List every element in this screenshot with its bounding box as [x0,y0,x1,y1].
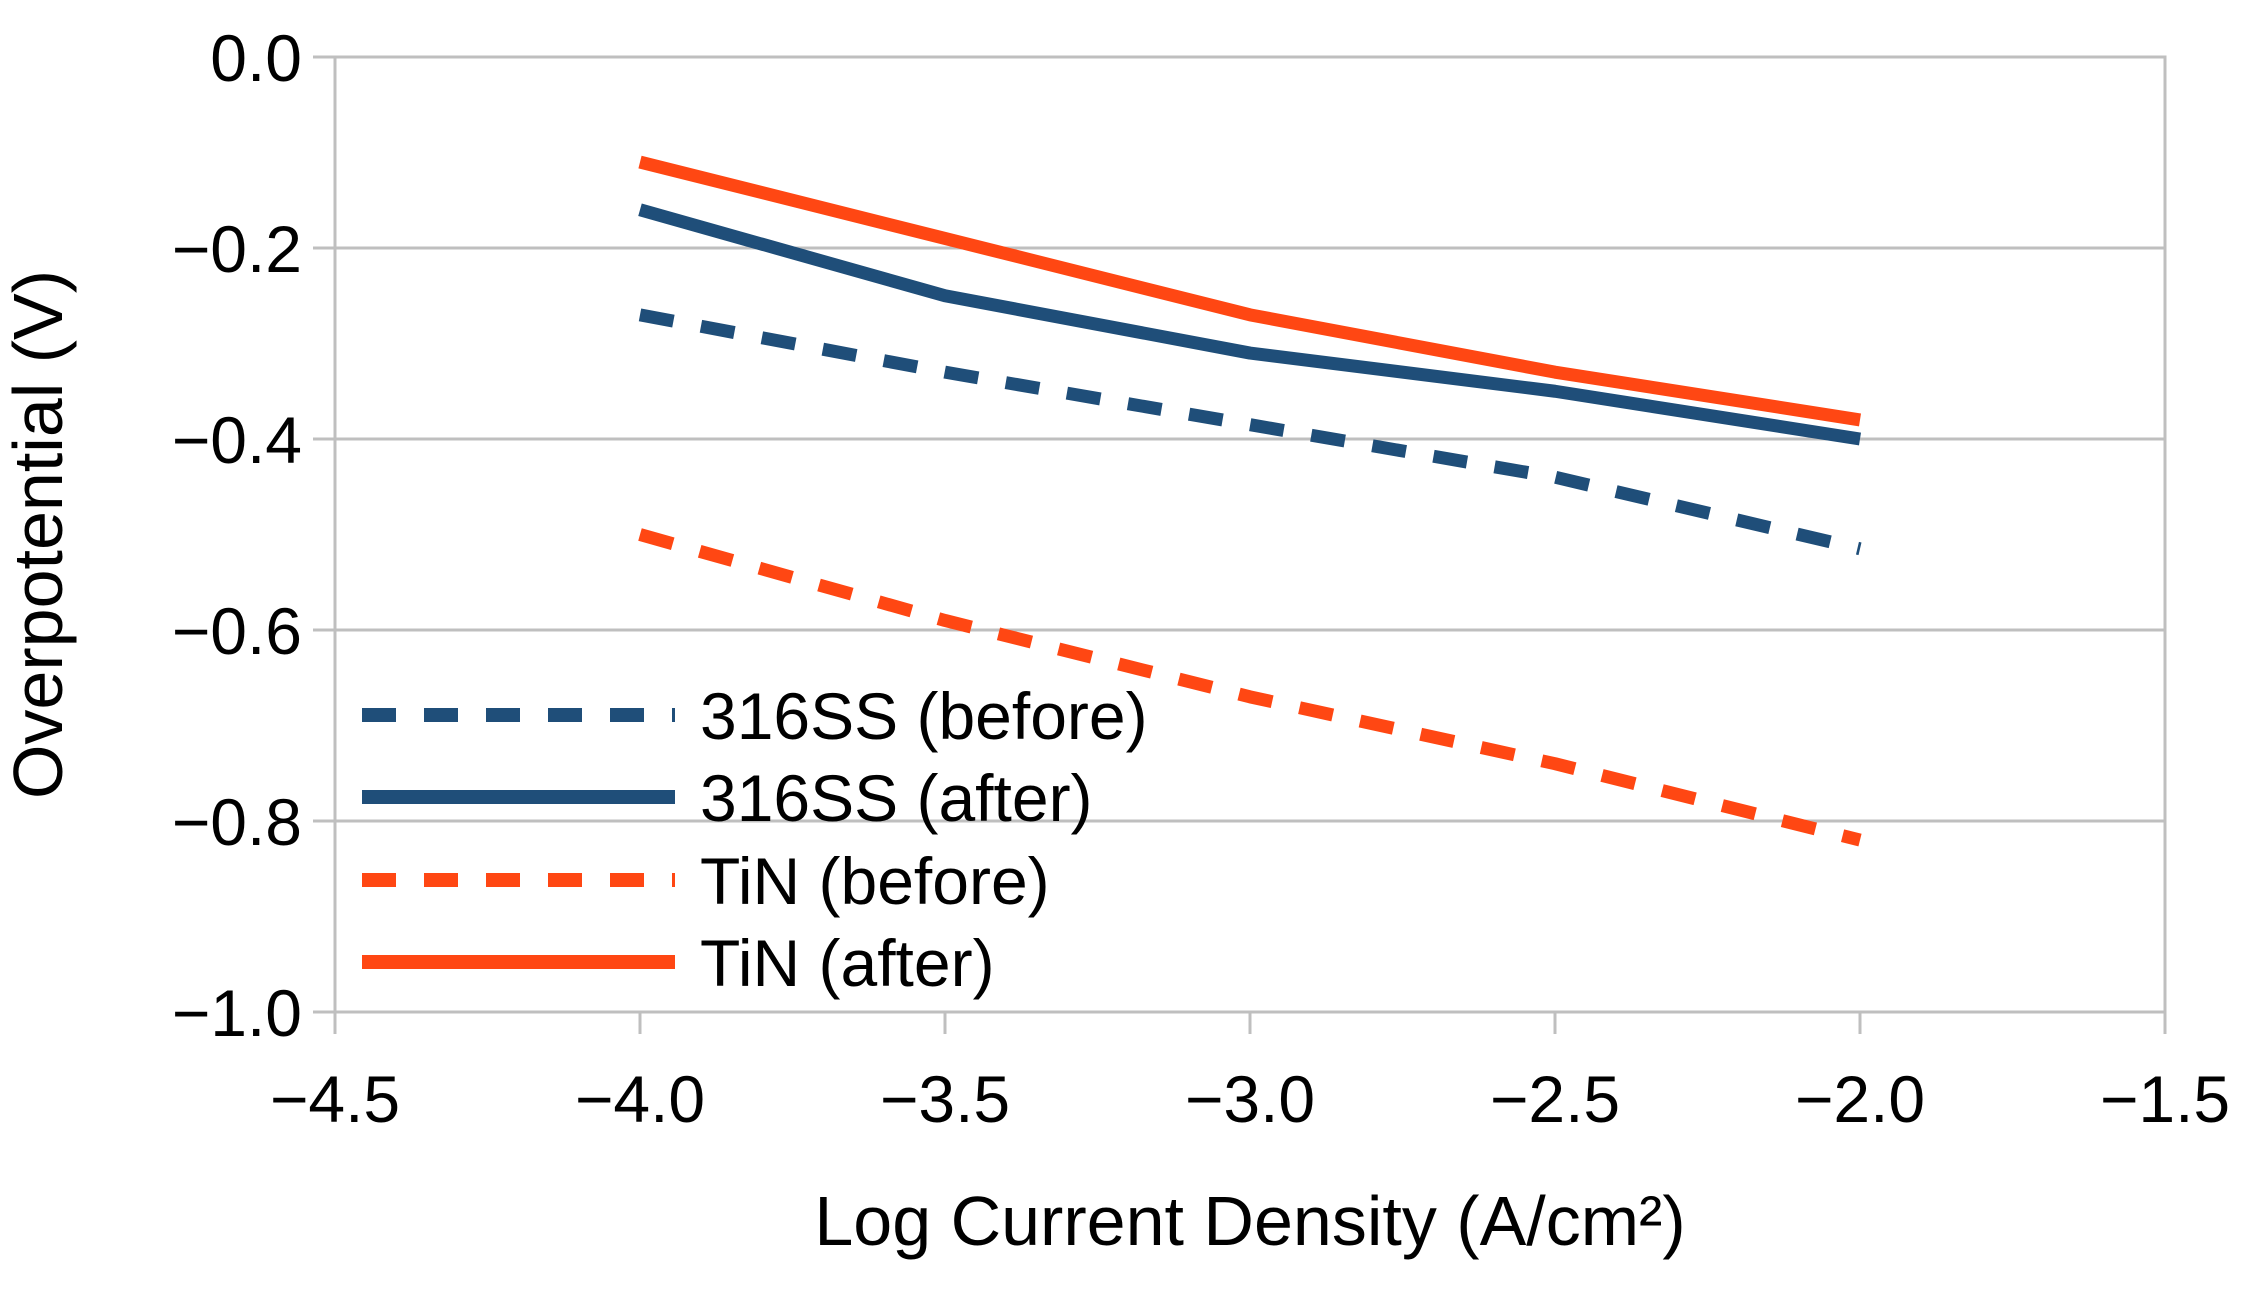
x-tick-label-−4.5: −4.5 [270,1062,400,1136]
legend-label-316ss-after-: 316SS (after) [700,761,1093,835]
series-line-316ss-after- [638,203,1862,446]
x-tick-label-−2.5: −2.5 [1490,1062,1620,1136]
y-tick-label-−0.4: −0.4 [172,403,302,477]
series-line-tin-after- [638,155,1862,427]
x-tick-label-−2.0: −2.0 [1795,1062,1925,1136]
series-line-316ss-before- [638,308,1862,556]
legend-label-tin-after-: TiN (after) [700,926,995,1000]
plot-border [333,55,2167,1014]
x-tick-label-−3.5: −3.5 [880,1062,1010,1136]
x-tick-label-−4.0: −4.0 [575,1062,705,1136]
y-tick-label-−0.2: −0.2 [172,212,302,286]
y-tick-label-−0.6: −0.6 [172,594,302,668]
y-tick-label-0.0: 0.0 [210,21,302,95]
legend-label-tin-before-: TiN (before) [700,844,1050,918]
y-tick-label-−1.0: −1.0 [172,976,302,1050]
legend-label-316ss-before-: 316SS (before) [700,679,1148,753]
y-axis-title: Overpotential (V) [0,270,77,799]
x-tick-label-−1.5: −1.5 [2100,1062,2230,1136]
series-line-tin-before- [638,528,1862,847]
x-tick-label-−3.0: −3.0 [1185,1062,1315,1136]
y-tick-label-−0.8: −0.8 [172,785,302,859]
x-axis-title: Log Current Density (A/cm²) [814,1182,1685,1260]
